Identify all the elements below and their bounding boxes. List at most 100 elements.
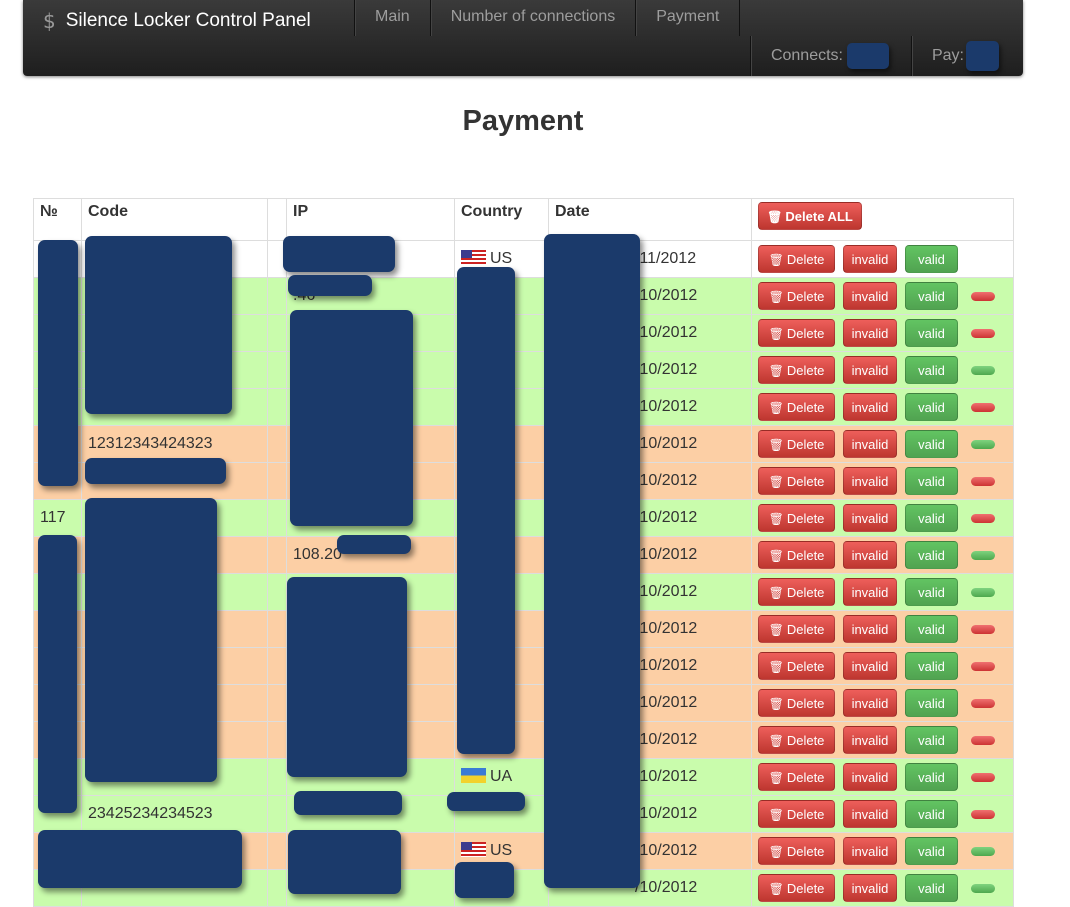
status-indicator-icon	[971, 772, 995, 782]
valid-button[interactable]: valid	[905, 504, 958, 532]
valid-button[interactable]: valid	[905, 689, 958, 717]
delete-label: Delete	[786, 585, 825, 600]
delete-button[interactable]: 🗑 Delete	[758, 319, 835, 347]
invalid-button[interactable]: invalid	[843, 504, 897, 532]
valid-button[interactable]: valid	[905, 578, 958, 606]
invalid-button[interactable]: invalid	[843, 800, 897, 828]
invalid-button[interactable]: invalid	[843, 356, 897, 384]
valid-button[interactable]: valid	[905, 393, 958, 421]
delete-button[interactable]: 🗑 Delete	[758, 726, 835, 754]
blank-cell	[267, 573, 287, 611]
nav-main[interactable]: Main	[354, 0, 430, 36]
col-header-num: №	[33, 198, 82, 241]
delete-button[interactable]: 🗑 Delete	[758, 763, 835, 791]
valid-button[interactable]: valid	[905, 652, 958, 680]
redaction-block	[288, 275, 372, 296]
delete-button[interactable]: 🗑 Delete	[758, 578, 835, 606]
delete-label: Delete	[786, 807, 825, 822]
connects-stat: Connects:	[749, 36, 911, 76]
trash-icon: 🗑	[768, 623, 784, 637]
redaction-block	[288, 830, 401, 894]
blank-cell	[267, 499, 287, 537]
nav-payment[interactable]: Payment	[635, 0, 741, 36]
actions-cell: 🗑 Delete invalid valid	[751, 388, 1014, 426]
nav-connections[interactable]: Number of connections	[429, 0, 636, 36]
delete-button[interactable]: 🗑 Delete	[758, 652, 835, 680]
invalid-button[interactable]: invalid	[843, 319, 897, 347]
delete-label: Delete	[786, 511, 825, 526]
invalid-button[interactable]: invalid	[843, 726, 897, 754]
invalid-button[interactable]: invalid	[843, 245, 897, 273]
delete-button[interactable]: 🗑 Delete	[758, 615, 835, 643]
delete-button[interactable]: 🗑 Delete	[758, 245, 835, 273]
valid-button[interactable]: valid	[905, 763, 958, 791]
valid-button[interactable]: valid	[905, 430, 958, 458]
delete-all-label: Delete ALL	[785, 209, 853, 224]
col-header-code: Code	[81, 198, 268, 241]
valid-button[interactable]: valid	[905, 874, 958, 902]
invalid-button[interactable]: invalid	[843, 430, 897, 458]
delete-button[interactable]: 🗑 Delete	[758, 430, 835, 458]
col-header-actions: 🗑 Delete ALL	[751, 198, 1014, 241]
valid-button[interactable]: valid	[905, 615, 958, 643]
redaction-block	[290, 310, 413, 526]
blank-cell	[267, 647, 287, 685]
delete-button[interactable]: 🗑 Delete	[758, 837, 835, 865]
delete-label: Delete	[786, 548, 825, 563]
col-header-ip: IP	[286, 198, 455, 241]
country-code: US	[490, 842, 513, 859]
delete-button[interactable]: 🗑 Delete	[758, 689, 835, 717]
actions-cell: 🗑 Delete invalid valid	[751, 647, 1014, 685]
status-indicator-icon	[971, 661, 995, 671]
valid-button[interactable]: valid	[905, 541, 958, 569]
delete-button[interactable]: 🗑 Delete	[758, 467, 835, 495]
brand[interactable]: $ Silence Locker Control Panel	[43, 6, 311, 36]
redaction-block	[38, 240, 78, 486]
delete-button[interactable]: 🗑 Delete	[758, 541, 835, 569]
delete-button[interactable]: 🗑 Delete	[758, 282, 835, 310]
delete-button[interactable]: 🗑 Delete	[758, 393, 835, 421]
invalid-button[interactable]: invalid	[843, 689, 897, 717]
blank-cell	[267, 832, 287, 870]
status-indicator-icon	[971, 624, 995, 634]
status-indicator-icon	[971, 513, 995, 523]
invalid-button[interactable]: invalid	[843, 615, 897, 643]
country-code: UA	[490, 768, 513, 785]
invalid-button[interactable]: invalid	[843, 652, 897, 680]
status-indicator-icon	[971, 365, 995, 375]
valid-button[interactable]: valid	[905, 282, 958, 310]
valid-button[interactable]: valid	[905, 467, 958, 495]
trash-icon: 🗑	[768, 327, 784, 341]
invalid-button[interactable]: invalid	[843, 393, 897, 421]
stats-bar: Connects: Pay:	[749, 36, 1023, 76]
valid-button[interactable]: valid	[905, 245, 958, 273]
delete-button[interactable]: 🗑 Delete	[758, 874, 835, 902]
delete-button[interactable]: 🗑 Delete	[758, 800, 835, 828]
trash-icon: 🗑	[768, 401, 784, 415]
trash-icon: 🗑	[768, 845, 784, 859]
valid-button[interactable]: valid	[905, 837, 958, 865]
status-indicator-icon	[971, 698, 995, 708]
valid-button[interactable]: valid	[905, 800, 958, 828]
delete-label: Delete	[786, 437, 825, 452]
status-indicator-icon	[971, 439, 995, 449]
invalid-button[interactable]: invalid	[843, 763, 897, 791]
delete-all-button[interactable]: 🗑 Delete ALL	[758, 202, 862, 230]
invalid-button[interactable]: invalid	[843, 282, 897, 310]
invalid-button[interactable]: invalid	[843, 578, 897, 606]
invalid-button[interactable]: invalid	[843, 467, 897, 495]
invalid-button[interactable]: invalid	[843, 874, 897, 902]
valid-button[interactable]: valid	[905, 726, 958, 754]
invalid-button[interactable]: invalid	[843, 837, 897, 865]
delete-label: Delete	[786, 363, 825, 378]
valid-button[interactable]: valid	[905, 319, 958, 347]
actions-cell: 🗑 Delete invalid valid	[751, 499, 1014, 537]
redaction-block	[457, 267, 515, 754]
delete-label: Delete	[786, 252, 825, 267]
delete-button[interactable]: 🗑 Delete	[758, 504, 835, 532]
actions-cell: 🗑 Delete invalid valid	[751, 536, 1014, 574]
invalid-button[interactable]: invalid	[843, 541, 897, 569]
valid-button[interactable]: valid	[905, 356, 958, 384]
redaction-block	[337, 535, 411, 554]
delete-button[interactable]: 🗑 Delete	[758, 356, 835, 384]
